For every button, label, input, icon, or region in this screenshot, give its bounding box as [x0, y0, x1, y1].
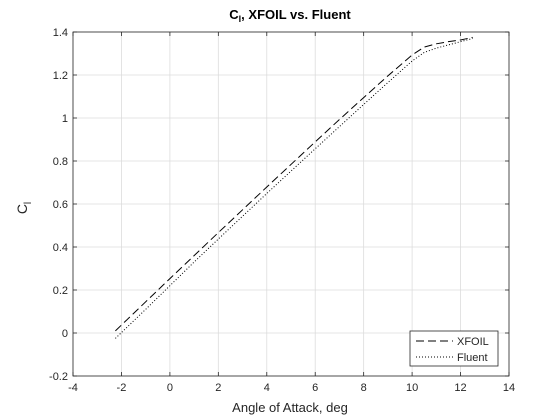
y-tick-label: 0.4 [53, 242, 68, 254]
series-line-xfoil [115, 36, 473, 332]
x-tick-label: 4 [264, 382, 270, 394]
series-line-fluent [115, 37, 473, 339]
x-tick-label: 10 [406, 382, 418, 394]
y-tick-label: 1.4 [53, 27, 68, 39]
y-tick-label: -0.2 [49, 371, 68, 383]
legend-xfoil-label: XFOIL [457, 336, 489, 348]
x-axis-label: Angle of Attack, deg [232, 400, 348, 415]
ticks: -4 -2 0 2 4 6 8 10 12 14 -0.2 0 0.2 0.4 0.6 0.8 1 1.2 1.4 [49, 27, 515, 394]
y-tick-label: 0.2 [53, 285, 68, 297]
y-tick-label: 1.2 [53, 70, 68, 82]
legend-box [409, 330, 499, 367]
x-tick-label: -4 [68, 382, 78, 394]
x-tick-label: 2 [215, 382, 221, 394]
y-tick-label: 0.6 [53, 199, 68, 211]
chart-title: Cl, XFOIL vs. Fluent [229, 7, 351, 24]
x-tick-label: 12 [454, 382, 466, 394]
y-tick-label: 0 [62, 328, 68, 340]
series-layer [115, 36, 473, 339]
x-tick-label: 0 [167, 382, 173, 394]
legend: XFOIL Fluent [409, 330, 499, 367]
y-tick-label: 0.8 [53, 156, 68, 168]
y-tick-label: 1 [62, 113, 68, 125]
x-tick-label: -2 [117, 382, 127, 394]
x-tick-label: 6 [312, 382, 318, 394]
legend-fluent-label: Fluent [457, 352, 488, 364]
y-axis-label: Cl [14, 202, 34, 214]
x-tick-label: 14 [503, 382, 515, 394]
x-tick-label: 8 [361, 382, 367, 394]
